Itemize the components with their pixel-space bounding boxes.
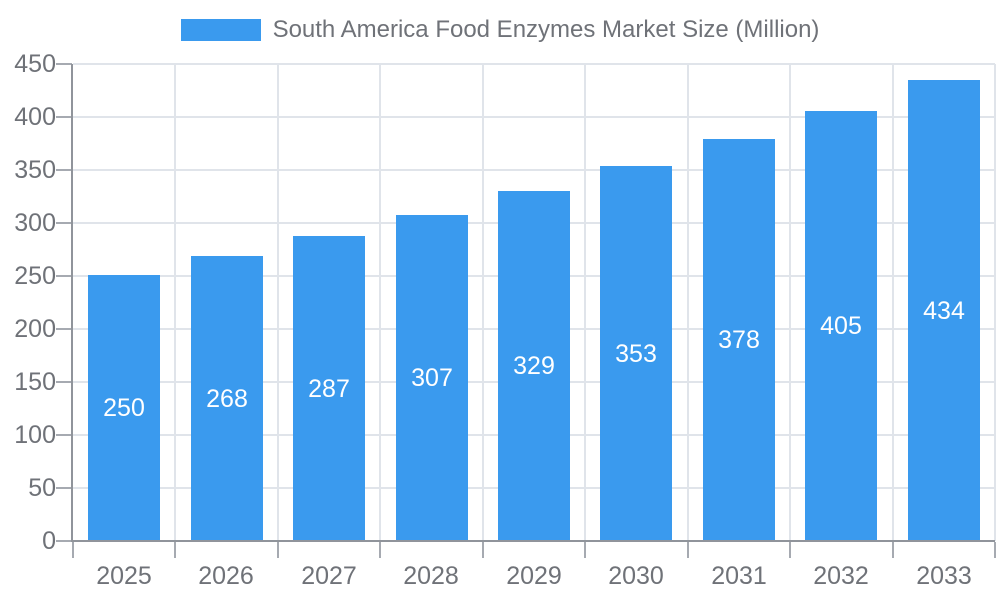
y-axis-label: 50 bbox=[28, 474, 56, 502]
y-axis-tick bbox=[56, 63, 72, 65]
y-axis-tick bbox=[56, 222, 72, 224]
bar-2033[interactable] bbox=[908, 80, 980, 540]
x-axis-label: 2032 bbox=[813, 562, 869, 590]
y-axis-label: 200 bbox=[14, 315, 56, 343]
x-axis-label: 2026 bbox=[198, 562, 254, 590]
x-axis-label: 2029 bbox=[506, 562, 562, 590]
y-axis-tick bbox=[56, 487, 72, 489]
x-axis-label: 2027 bbox=[301, 562, 357, 590]
y-axis-label: 100 bbox=[14, 421, 56, 449]
y-axis-line bbox=[71, 64, 73, 542]
bar-2031[interactable] bbox=[703, 139, 775, 540]
y-axis-tick bbox=[56, 169, 72, 171]
gridline-horizontal bbox=[73, 63, 995, 65]
x-axis-tick bbox=[72, 542, 74, 558]
gridline-vertical bbox=[379, 64, 381, 541]
legend-swatch-icon bbox=[180, 19, 261, 41]
y-axis-tick bbox=[56, 434, 72, 436]
x-axis-tick bbox=[174, 542, 176, 558]
bar-2026[interactable] bbox=[191, 256, 263, 540]
y-axis-tick bbox=[56, 328, 72, 330]
x-axis-tick bbox=[379, 542, 381, 558]
y-axis-label: 450 bbox=[14, 50, 56, 78]
x-axis-label: 2031 bbox=[711, 562, 767, 590]
x-axis-tick bbox=[277, 542, 279, 558]
gridline-horizontal bbox=[73, 169, 995, 171]
y-axis-label: 0 bbox=[42, 527, 56, 555]
gridline-horizontal bbox=[73, 116, 995, 118]
y-axis-label: 250 bbox=[14, 262, 56, 290]
x-axis-label: 2025 bbox=[96, 562, 152, 590]
y-axis-tick bbox=[56, 540, 72, 542]
gridline-vertical bbox=[789, 64, 791, 541]
y-axis-label: 350 bbox=[14, 156, 56, 184]
x-axis-label: 2028 bbox=[403, 562, 459, 590]
x-axis-line bbox=[71, 540, 995, 542]
bar-2032[interactable] bbox=[805, 111, 877, 540]
x-axis-tick bbox=[687, 542, 689, 558]
gridline-vertical bbox=[687, 64, 689, 541]
x-axis-tick bbox=[892, 542, 894, 558]
x-axis-tick bbox=[584, 542, 586, 558]
bar-2030[interactable] bbox=[600, 166, 672, 540]
x-axis-label: 2030 bbox=[608, 562, 664, 590]
x-axis-tick bbox=[994, 542, 996, 558]
gridline-vertical bbox=[994, 64, 996, 541]
gridline-vertical bbox=[584, 64, 586, 541]
y-axis-tick bbox=[56, 116, 72, 118]
legend-item[interactable]: South America Food Enzymes Market Size (… bbox=[180, 15, 820, 45]
y-axis-label: 300 bbox=[14, 209, 56, 237]
x-axis-label: 2033 bbox=[916, 562, 972, 590]
bar-2027[interactable] bbox=[293, 236, 365, 540]
bar-2025[interactable] bbox=[88, 275, 160, 540]
gridline-vertical bbox=[174, 64, 176, 541]
legend-label: South America Food Enzymes Market Size (… bbox=[272, 16, 820, 43]
legend: South America Food Enzymes Market Size (… bbox=[0, 15, 1000, 45]
x-axis-tick bbox=[789, 542, 791, 558]
y-axis-label: 150 bbox=[14, 368, 56, 396]
y-axis-tick bbox=[56, 275, 72, 277]
gridline-vertical bbox=[277, 64, 279, 541]
gridline-vertical bbox=[892, 64, 894, 541]
bar-2028[interactable] bbox=[396, 215, 468, 540]
y-axis-tick bbox=[56, 381, 72, 383]
gridline-vertical bbox=[482, 64, 484, 541]
x-axis-tick bbox=[482, 542, 484, 558]
bar-2029[interactable] bbox=[498, 191, 570, 540]
y-axis-label: 400 bbox=[14, 103, 56, 131]
